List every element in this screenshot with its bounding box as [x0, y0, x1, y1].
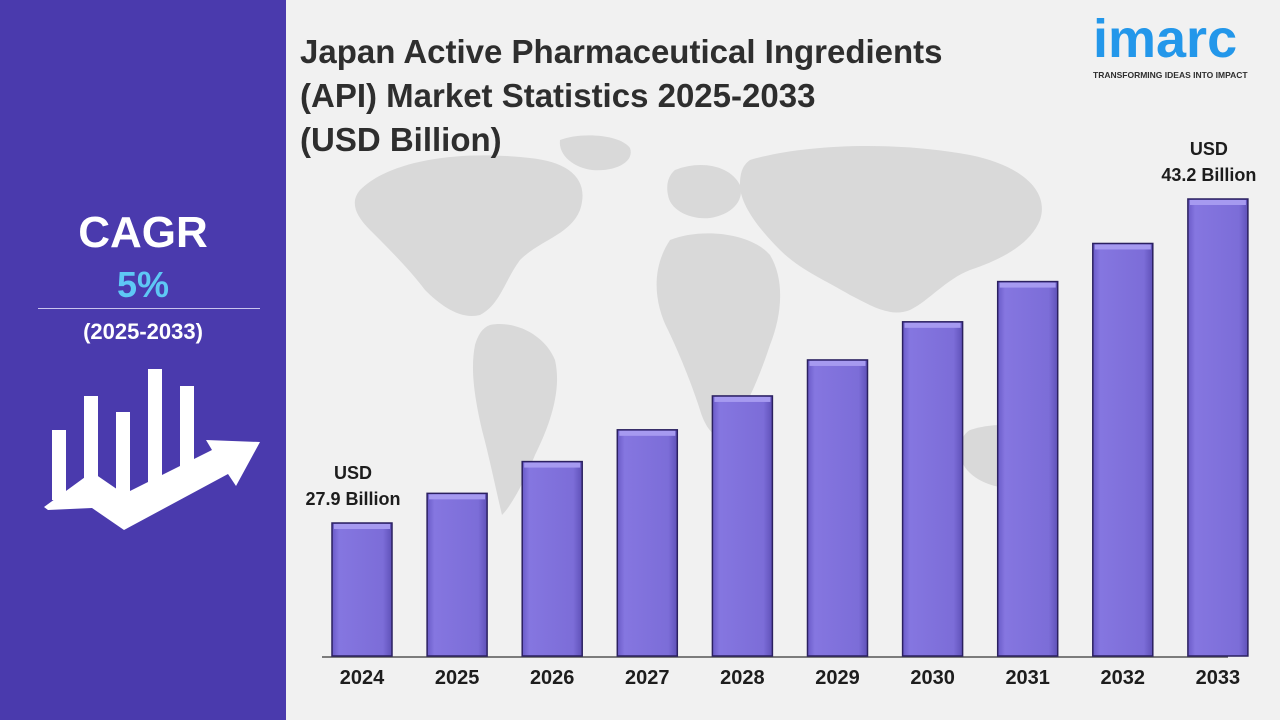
cagr-label: CAGR — [78, 208, 208, 257]
chart-title-line-1: Japan Active Pharmaceutical Ingredients — [300, 33, 943, 70]
x-tick-label-2031: 2031 — [1005, 667, 1050, 689]
data-annotations: USD 27.9 Billion USD 43.2 Billion — [305, 139, 1256, 509]
bar-highlight-2025 — [429, 494, 486, 500]
x-tick-label-2025: 2025 — [435, 667, 480, 689]
bar-2029 — [806, 359, 869, 657]
bar-highlight-2029 — [809, 360, 866, 366]
x-tick-label-2024: 2024 — [340, 667, 385, 689]
x-tick-label-2033: 2033 — [1196, 667, 1241, 689]
annotation-2033-line-2: 43.2 Billion — [1161, 165, 1256, 185]
annotation-2033-line-1: USD — [1190, 139, 1228, 159]
annotation-2024-line-1: USD — [334, 463, 372, 483]
chart-title-line-3: (USD Billion) — [300, 121, 502, 158]
cagr-period: (2025-2033) — [83, 319, 203, 344]
chart-title: Japan Active Pharmaceutical Ingredients … — [300, 30, 943, 162]
bar-highlight-2028 — [714, 396, 771, 402]
bar-2031 — [996, 280, 1059, 657]
cagr-divider — [38, 308, 260, 309]
bar-highlight-2031 — [999, 282, 1056, 288]
x-tick-label-2030: 2030 — [910, 667, 955, 689]
bar-2028 — [711, 395, 774, 657]
chart-title-line-2: (API) Market Statistics 2025-2033 — [300, 77, 816, 114]
x-tick-label-2032: 2032 — [1101, 667, 1146, 689]
x-tick-label-2029: 2029 — [815, 667, 860, 689]
bar-highlight-2024 — [334, 524, 390, 529]
bars-layer — [331, 198, 1249, 657]
logo-tagline: TRANSFORMING IDEAS INTO IMPACT — [1093, 70, 1248, 80]
bar-2024 — [331, 522, 393, 657]
bar-highlight-2027 — [619, 430, 676, 436]
logo-wordmark: imarc — [1093, 9, 1238, 69]
growth-chart-icon — [44, 369, 260, 530]
bar-2032 — [1092, 242, 1154, 657]
x-tick-labels: 2024 2025 2026 2027 2028 2029 2030 2031 2032 2033 — [340, 667, 1240, 689]
imarc-logo: imarc TRANSFORMING IDEAS INTO IMPACT — [1093, 12, 1263, 80]
x-tick-label-2027: 2027 — [625, 667, 670, 689]
bar-2033 — [1187, 198, 1249, 657]
bar-highlight-2032 — [1094, 244, 1151, 250]
cagr-value: 5% — [116, 264, 170, 305]
annotation-2024-line-2: 27.9 Billion — [305, 489, 400, 509]
bar-highlight-2033 — [1189, 200, 1246, 205]
bar-2025 — [426, 492, 488, 657]
bar-highlight-2030 — [904, 322, 961, 328]
x-tick-label-2026: 2026 — [530, 667, 575, 689]
x-tick-label-2028: 2028 — [720, 667, 765, 689]
bar-2030 — [901, 321, 964, 657]
bar-2026 — [521, 460, 583, 657]
bar-highlight-2026 — [524, 462, 581, 468]
cagr-sidebar: CAGR 5% (2025-2033) — [0, 0, 286, 720]
bar-2027 — [616, 429, 679, 657]
